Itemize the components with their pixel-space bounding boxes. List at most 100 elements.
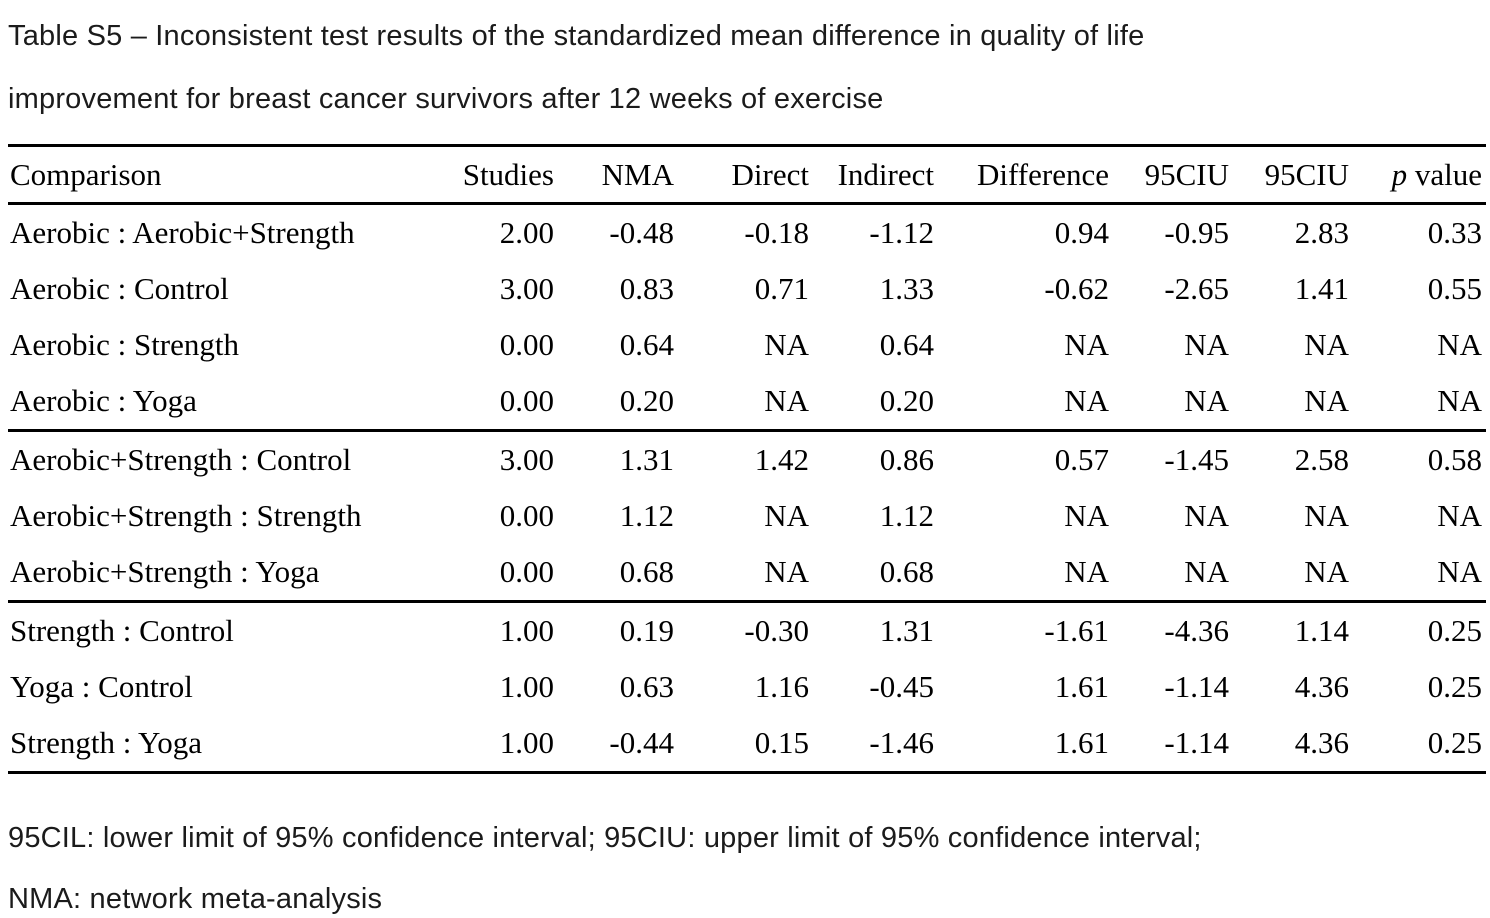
value-cell: 4.36 [1294, 725, 1349, 760]
column-header-ci-lower: 95CIU [1113, 145, 1233, 205]
value-cell: 1.61 [1054, 725, 1109, 760]
value-cell: -2.65 [1164, 271, 1229, 306]
value-cell: 0.68 [619, 554, 674, 589]
table-row: Aerobic+Strength : Yoga 0.00 0.68 NA 0.68 NA N… [8, 544, 1486, 602]
value-cell: 1.00 [448, 600, 558, 659]
value-cell: NA [1184, 383, 1229, 418]
value-cell: NA [1064, 327, 1109, 362]
value-cell: -4.36 [1113, 600, 1233, 659]
comparison-cell: Yoga : Control [10, 669, 193, 704]
value-cell: NA [1064, 554, 1109, 589]
value-cell: -0.18 [744, 215, 809, 250]
value-cell: NA [1437, 554, 1482, 589]
value-cell: 1.61 [1054, 669, 1109, 704]
value-cell: NA [1184, 327, 1229, 362]
value-cell: 0.83 [619, 271, 674, 306]
value-cell: NA [1437, 383, 1482, 418]
value-cell: NA [1184, 498, 1229, 533]
comparison-cell: Aerobic : Strength [10, 327, 240, 362]
value-cell: 3.00 [499, 271, 554, 306]
value-cell: 2.83 [1294, 215, 1349, 250]
value-cell: 0.55 [1427, 271, 1482, 306]
value-cell: 1.16 [754, 669, 809, 704]
footnote-line-2: NMA: network meta-analysis [8, 883, 383, 915]
table-caption-line-1: Table S5 – Inconsistent test results of … [8, 20, 1145, 52]
table-row: Strength : Yoga 1.00 -0.44 0.15 -1.46 1.61 -1.… [8, 715, 1486, 773]
value-cell: 0.86 [813, 429, 938, 488]
value-cell: 3.00 [448, 429, 558, 488]
value-cell: -1.61 [938, 600, 1113, 659]
comparison-cell: Aerobic+Strength : Yoga [10, 554, 320, 589]
column-header-difference: Difference [938, 145, 1113, 205]
column-header-p-value: p value [1353, 145, 1486, 205]
value-cell: 0.25 [1427, 669, 1482, 704]
table-header: Comparison Studies NMA Direct Indirect D… [8, 145, 1486, 205]
value-cell: NA [1184, 554, 1229, 589]
value-cell: NA [764, 383, 809, 418]
value-cell: NA [1304, 327, 1349, 362]
table-row: Aerobic : Strength 0.00 0.64 NA 0.64 NA NA NA NA [8, 317, 1486, 373]
comparison-cell: Strength : Yoga [10, 725, 203, 760]
footnote-line-1: 95CIL: lower limit of 95% confidence int… [8, 822, 1202, 854]
value-cell: NA [1064, 383, 1109, 418]
value-cell: NA [764, 498, 809, 533]
p-value-label: value [1414, 156, 1482, 192]
comparison-cell: Aerobic : Control [10, 271, 229, 306]
column-header-indirect: Indirect [813, 145, 938, 205]
p-symbol: p [1391, 156, 1408, 192]
value-cell: 2.00 [499, 215, 554, 250]
value-cell: 0.00 [499, 327, 554, 362]
value-cell: NA [1437, 498, 1482, 533]
table-row: Aerobic+Strength : Strength 0.00 1.12 NA 1.1… [8, 488, 1486, 544]
value-cell: 0.63 [619, 669, 674, 704]
comparison-cell: Aerobic : Aerobic+Strength [10, 215, 355, 250]
value-cell: 0.20 [879, 383, 934, 418]
value-cell: 0.25 [1427, 725, 1482, 760]
table-row: Aerobic+Strength : Control 3.00 1.31 1.42 0.… [8, 429, 1486, 488]
value-cell: 0.00 [499, 383, 554, 418]
value-cell: 2.58 [1233, 429, 1353, 488]
value-cell: 1.12 [619, 498, 674, 533]
column-header-ci-upper: 95CIU [1233, 145, 1353, 205]
value-cell: 1.00 [499, 669, 554, 704]
column-header-nma: NMA [558, 145, 678, 205]
table-row: Strength : Control 1.00 0.19 -0.30 1.31 -1.61… [8, 600, 1486, 659]
column-header-comparison: Comparison [8, 145, 448, 205]
value-cell: 0.68 [879, 554, 934, 589]
value-cell: NA [764, 327, 809, 362]
value-cell: -1.12 [869, 215, 934, 250]
value-cell: 1.41 [1294, 271, 1349, 306]
value-cell: 0.25 [1353, 600, 1486, 659]
value-cell: 0.00 [499, 498, 554, 533]
footnotes: 95CIL: lower limit of 95% confidence int… [8, 808, 1482, 918]
value-cell: NA [1304, 383, 1349, 418]
value-cell: -1.14 [1164, 669, 1229, 704]
table-row: Yoga : Control 1.00 0.63 1.16 -0.45 1.61 -1.14… [8, 659, 1486, 715]
value-cell: -1.46 [869, 725, 934, 760]
value-cell: -0.44 [609, 725, 674, 760]
comparison-cell: Aerobic : Yoga [10, 383, 197, 418]
value-cell: 0.64 [879, 327, 934, 362]
value-cell: 4.36 [1294, 669, 1349, 704]
table-row: Aerobic : Yoga 0.00 0.20 NA 0.20 NA NA NA NA [8, 373, 1486, 431]
table-caption: Table S5 – Inconsistent test results of … [8, 5, 1482, 131]
table-caption-line-2: improvement for breast cancer survivors … [8, 83, 884, 115]
value-cell: 1.00 [499, 725, 554, 760]
value-cell: 1.31 [813, 600, 938, 659]
value-cell: 0.00 [499, 554, 554, 589]
table-row: Aerobic : Aerobic+Strength 2.00 -0.48 -0.18… [8, 204, 1486, 262]
value-cell: 1.12 [879, 498, 934, 533]
value-cell: NA [1304, 554, 1349, 589]
value-cell: NA [1304, 498, 1349, 533]
value-cell: 0.64 [619, 327, 674, 362]
value-cell: 0.20 [619, 383, 674, 418]
value-cell: 1.33 [879, 271, 934, 306]
value-cell: -0.95 [1164, 215, 1229, 250]
value-cell: 0.15 [754, 725, 809, 760]
value-cell: 0.58 [1353, 429, 1486, 488]
value-cell: NA [1437, 327, 1482, 362]
value-cell: 0.57 [938, 429, 1113, 488]
value-cell: 0.71 [754, 271, 809, 306]
value-cell: -0.45 [869, 669, 934, 704]
table-header-row: Comparison Studies NMA Direct Indirect D… [8, 145, 1486, 205]
